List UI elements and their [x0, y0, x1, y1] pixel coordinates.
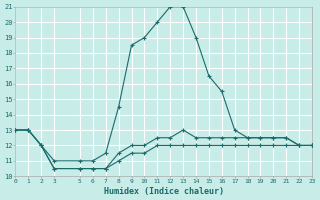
X-axis label: Humidex (Indice chaleur): Humidex (Indice chaleur): [104, 187, 224, 196]
